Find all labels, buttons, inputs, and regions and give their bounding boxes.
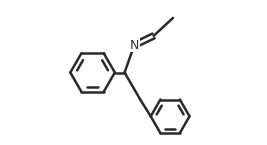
Text: N: N	[129, 39, 139, 52]
